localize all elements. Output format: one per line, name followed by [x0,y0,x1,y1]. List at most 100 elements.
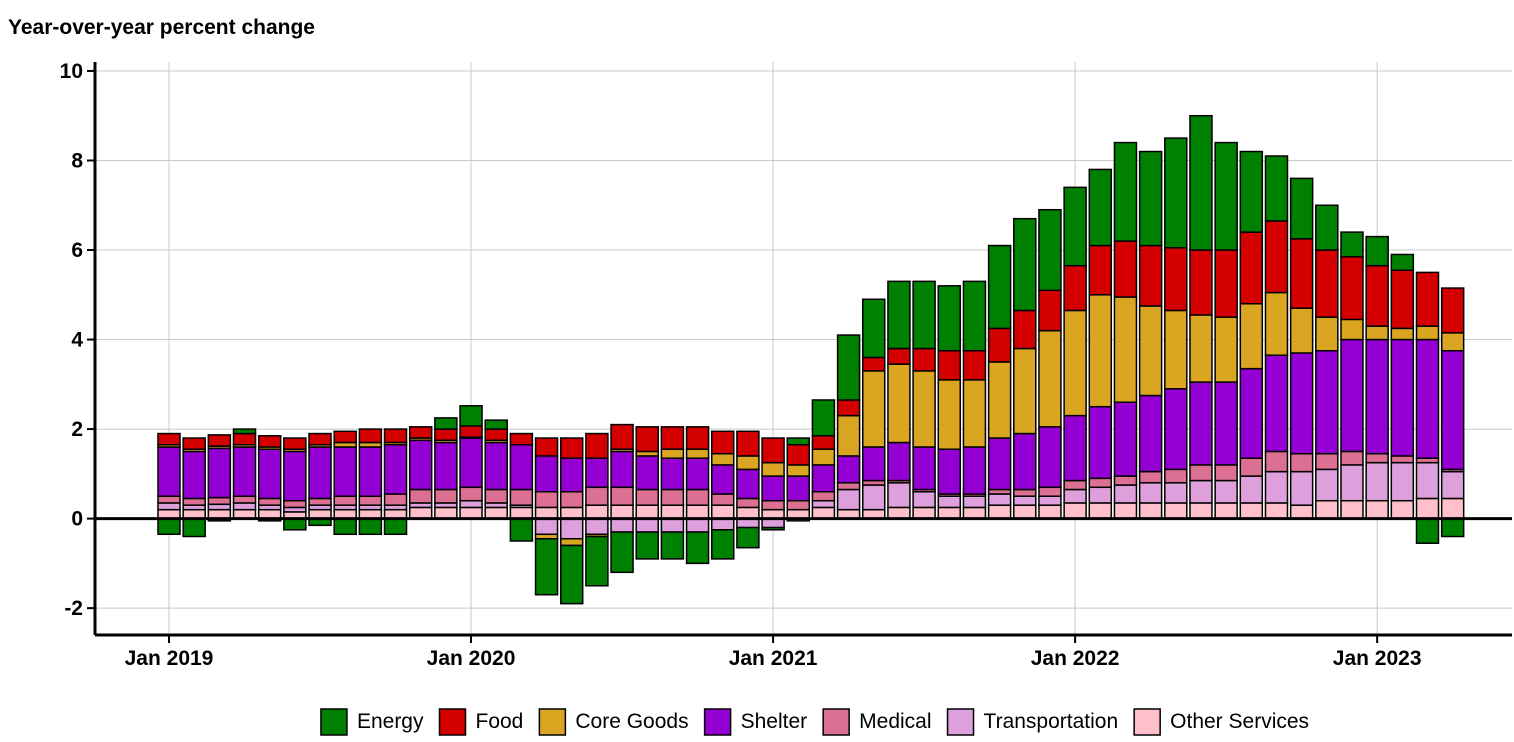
bar-segment [1214,479,1238,504]
bar-segment [811,464,836,493]
legend-swatch [538,708,567,736]
bar-segment [1415,517,1440,544]
bar-segment [1264,155,1289,222]
bar-segment [232,432,257,446]
bar-segment [685,448,710,459]
bar-segment [509,506,534,520]
bar-segment [1164,309,1188,390]
bar-segment [635,531,659,560]
bar-segment [257,497,282,506]
bar-segment [1315,499,1339,520]
bar-segment [1138,305,1163,397]
bar-segment [257,435,282,448]
bar-segment [232,502,257,511]
bar-segment [1214,502,1238,520]
bar-segment [1013,504,1037,520]
bar-segment [1138,394,1163,473]
bar-segment [1289,238,1314,309]
legend-label: Transportation [984,710,1119,733]
bar-segment [509,432,534,446]
bar-segment [585,432,609,459]
bar-segment [1239,475,1264,504]
bar-segment [408,426,433,439]
bar-segment [887,441,911,482]
bar-segment [1063,264,1087,312]
bar-segment [1415,338,1440,459]
y-tick-label: 6 [71,239,83,262]
bar-segment [811,506,836,520]
bar-segment [1063,309,1087,417]
bar-segment [1013,217,1037,312]
bar-segment [912,347,936,372]
bar-segment [862,356,886,372]
bar-segment [685,457,710,491]
bar-segment [1239,150,1264,233]
bar-segment [484,441,508,491]
bar-segment [1189,464,1213,482]
bar-segment [1440,497,1465,520]
bar-segment [559,517,584,540]
bar-segment [1390,461,1415,502]
bar-segment [1088,477,1113,489]
bar-segment [1013,432,1037,491]
bar-segment [1440,470,1465,500]
bar-segment [962,349,987,381]
bar-segment [660,517,685,533]
bar-segment [1164,502,1188,520]
bar-segment [257,448,282,500]
bar-segment [1289,452,1314,473]
bar-segment [408,506,433,520]
bar-segment [736,497,760,509]
bar-segment [836,455,861,484]
bar-segment [1138,482,1163,504]
bar-segment [862,446,886,482]
legend-label: Medical [859,710,931,733]
bar-segment [308,446,332,500]
bar-segment [610,423,634,450]
x-tick-label: Jan 2022 [1031,647,1120,670]
bar-segment [1138,502,1163,520]
bar-segment [610,486,634,506]
bar-segment [484,506,508,520]
bar-segment [660,504,685,520]
bar-segment [1390,327,1415,341]
bar-segment [157,446,181,497]
bar-segment [1113,141,1138,242]
bar-segment [1365,235,1389,267]
bar-segment [559,491,584,509]
bar-segment [207,447,232,499]
bar-segment [1440,517,1465,538]
bar-segment [358,517,383,536]
bar-segment [1239,302,1264,370]
bar-segment [383,493,408,506]
x-tick-label: Jan 2020 [427,647,516,670]
bar-segment [736,430,760,457]
bar-segment [1390,269,1415,330]
bar-segment [862,298,886,359]
chart-title: Year-over-year percent change [8,16,315,39]
bar-segment [308,497,332,506]
legend-swatch [320,708,348,736]
bar-segment [635,426,659,453]
bar-segment [1038,486,1062,497]
y-tick-label: 4 [71,329,83,352]
bar-segment [1189,314,1213,383]
bar-segment [1138,244,1163,307]
bar-segment [232,446,257,497]
x-tick-label: Jan 2021 [729,647,818,670]
bar-segment [459,486,483,502]
bar-segment [1440,332,1465,352]
y-tick-label: 2 [71,418,83,441]
bar-segment [887,506,911,520]
bar-segment [937,448,962,495]
bar-segment [1113,502,1138,520]
bar-segment [434,417,458,430]
legend-swatch [1133,708,1161,736]
bar-segment [937,506,962,520]
bar-segment [1088,405,1113,480]
bar-segment [459,425,483,438]
bar-segment [207,496,232,506]
bar-segment [333,495,357,506]
bar-segment [1289,352,1314,455]
bar-segment [987,437,1012,491]
